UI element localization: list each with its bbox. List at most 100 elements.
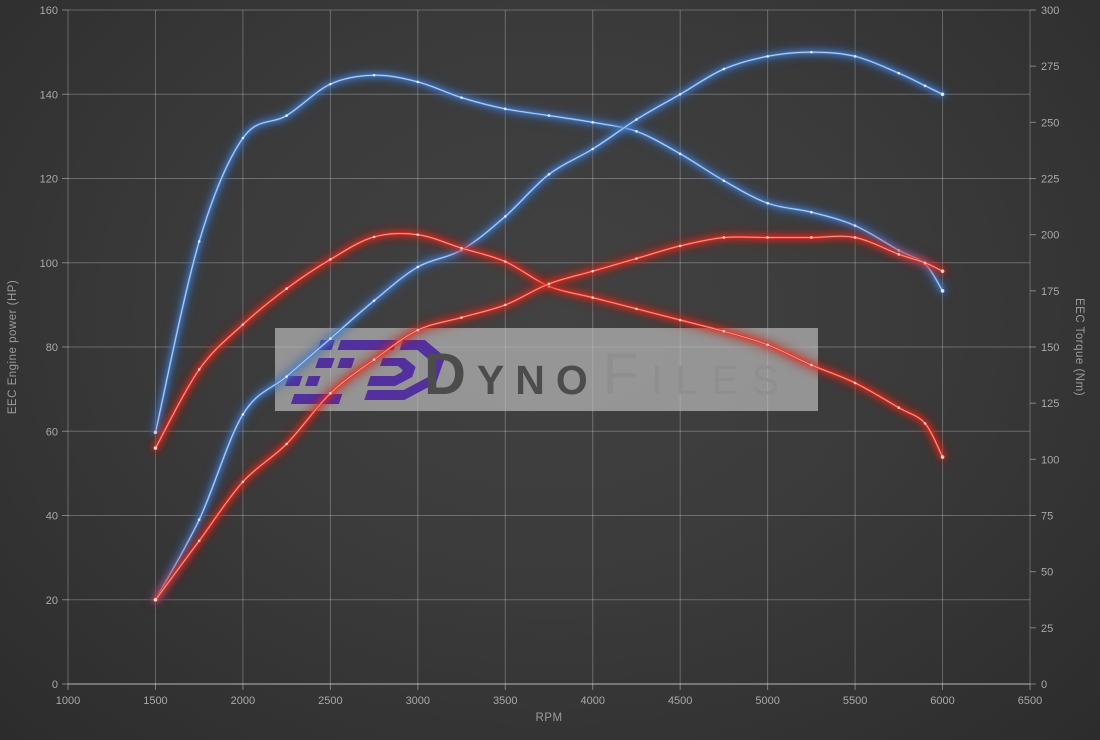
blue-power-point: [678, 92, 682, 96]
y-right-tick-label: 50: [1041, 567, 1053, 579]
blue-power-point: [197, 518, 201, 522]
y-axis-label-right: EEC Torque (Nm): [1073, 298, 1085, 396]
blue-power-point: [591, 147, 595, 151]
axes: 1000 1500 2000 2500 3000 3500 4000 4500 5000 5500…: [40, 5, 1060, 707]
red-torque-point: [678, 318, 682, 322]
blue-torque-point: [766, 201, 769, 205]
y-left-tick-label: 20: [46, 595, 58, 607]
y-axis-label-left: EEC Engine power (HP): [7, 280, 19, 415]
red-power-point: [460, 316, 463, 319]
blue-torque-point: [197, 240, 201, 243]
blue-torque-point: [940, 289, 945, 293]
red-torque-point: [153, 446, 158, 450]
blue-torque-point: [635, 130, 638, 133]
red-power-point: [416, 328, 420, 332]
blue-torque-point: [416, 80, 420, 84]
x-tick-label: 2500: [318, 695, 342, 707]
red-power-point: [591, 269, 595, 273]
blue-torque-point: [503, 107, 507, 111]
blue-power-point: [241, 413, 245, 416]
red-torque-point: [923, 422, 927, 425]
blue-torque-point: [460, 96, 463, 99]
y-left-tick-label: 80: [46, 342, 58, 354]
red-power-point: [153, 597, 158, 602]
blue-power-point: [853, 55, 857, 58]
blue-torque-point: [372, 73, 376, 77]
red-power-point: [678, 244, 682, 248]
y-left-tick-label: 120: [40, 174, 58, 186]
x-tick-label: 5500: [843, 695, 867, 707]
y-right-tick-label: 175: [1041, 286, 1059, 298]
red-torque-point: [460, 246, 463, 250]
y-left-tick-label: 0: [52, 679, 58, 691]
blue-power-point: [285, 375, 288, 378]
red-torque-point: [940, 455, 945, 459]
y-right-tick-label: 75: [1041, 511, 1053, 523]
red-power-curve: [151, 231, 947, 605]
y-right-tick-label: 250: [1041, 117, 1059, 129]
red-power-point: [940, 269, 945, 273]
y-left-tick-label: 140: [40, 89, 58, 101]
red-power-point: [197, 539, 201, 543]
x-tick-label: 1000: [56, 695, 80, 707]
blue-torque-point: [810, 210, 813, 214]
blue-torque-point: [153, 430, 158, 435]
y-right-tick-label: 25: [1041, 623, 1053, 635]
y-right-tick-label: 275: [1041, 61, 1059, 73]
red-power-point: [503, 303, 507, 307]
x-tick-label: 5000: [755, 695, 779, 707]
blue-torque-point: [591, 121, 595, 124]
blue-power-point: [503, 215, 507, 218]
red-torque-point: [853, 381, 857, 385]
red-torque-point: [722, 329, 726, 333]
curves: [151, 47, 947, 605]
y-right-tick-label: 0: [1041, 679, 1047, 691]
red-torque-point: [416, 233, 420, 236]
blue-power-point: [766, 55, 769, 58]
blue-power-point: [722, 67, 726, 71]
x-tick-label: 6500: [1018, 695, 1042, 707]
x-tick-label: 4500: [668, 695, 692, 707]
red-power-point: [810, 236, 813, 239]
red-power-point: [329, 392, 332, 395]
blue-power-core: [155, 51, 943, 601]
red-power-point: [722, 236, 726, 239]
red-power-point: [285, 442, 288, 446]
y-right-tick-label: 200: [1041, 230, 1059, 242]
blue-power-point: [940, 92, 945, 97]
blue-torque-point: [678, 152, 682, 156]
y-right-tick-label: 150: [1041, 342, 1059, 354]
dynofiles-logo: [285, 340, 446, 404]
y-right-tick-label: 225: [1041, 174, 1059, 186]
y-left-tick-label: 100: [40, 258, 58, 270]
red-power-point: [547, 282, 551, 286]
x-axis-label: RPM: [535, 712, 562, 724]
blue-power-point: [810, 50, 813, 54]
red-power-point: [766, 236, 769, 239]
y-right-tick-label: 300: [1041, 5, 1059, 17]
x-tick-label: 6000: [930, 695, 954, 707]
red-torque-point: [285, 287, 288, 290]
blue-power-point: [372, 299, 376, 302]
blue-power-point: [923, 84, 927, 88]
y-left-tick-label: 40: [46, 511, 58, 523]
red-torque-point: [635, 307, 638, 311]
y-right-tick-label: 100: [1041, 454, 1059, 466]
red-power-point: [635, 257, 638, 260]
x-tick-label: 3000: [406, 695, 430, 707]
watermark-text-primary: Dyno: [424, 342, 599, 407]
dynofiles-watermark: DynoFiles: [275, 328, 818, 411]
x-tick-label: 3500: [493, 695, 517, 707]
blue-power-point: [416, 265, 420, 269]
red-torque-point: [810, 363, 813, 367]
blue-torque-curve: [151, 70, 947, 437]
red-power-point: [923, 261, 927, 265]
x-tick-label: 4000: [580, 695, 604, 707]
blue-torque-point: [853, 224, 857, 227]
red-torque-point: [897, 406, 901, 409]
red-power-point: [897, 253, 901, 256]
blue-power-point: [547, 172, 551, 176]
blue-power-point: [329, 337, 332, 340]
